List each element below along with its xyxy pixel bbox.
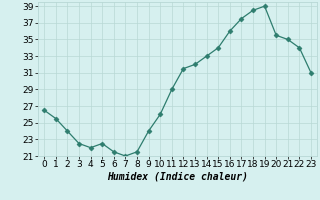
X-axis label: Humidex (Indice chaleur): Humidex (Indice chaleur) <box>107 172 248 182</box>
